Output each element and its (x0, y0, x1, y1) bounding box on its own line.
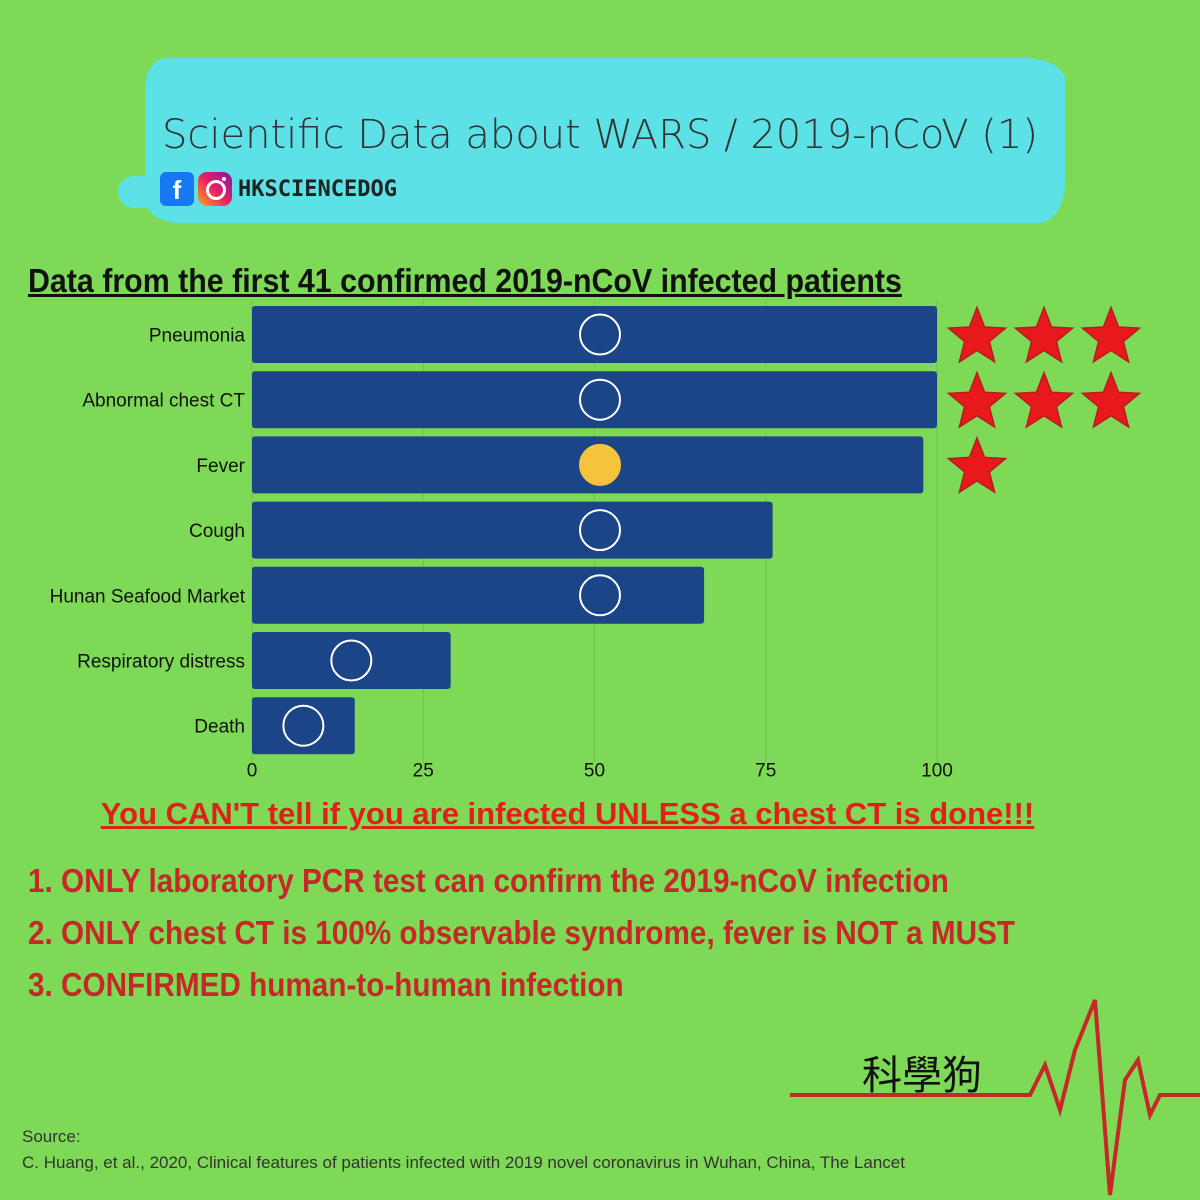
bar (252, 306, 937, 363)
lungs-icon-shape (579, 313, 621, 356)
category-label: Hunan Seafood Market (50, 586, 246, 607)
social-handle: f HKSCIENCEDOG (160, 172, 397, 206)
warning-text: You CAN'T tell if you are infected UNLES… (100, 796, 1035, 831)
point-3: 3. CONFIRMED human-to-human infection (28, 966, 624, 1003)
brand-name: 科學狗 (862, 1053, 982, 1099)
x-tick-label: 75 (755, 760, 776, 781)
handle-text: HKSCIENCEDOG (238, 176, 397, 202)
point-1: 1. ONLY laboratory PCR test can confirm … (28, 862, 949, 899)
bar (252, 566, 705, 624)
category-label: Pneumonia (149, 326, 246, 347)
masked-face-icon (579, 443, 621, 486)
category-label: Cough (189, 521, 245, 542)
instagram-icon[interactable] (198, 172, 232, 206)
category-label: Abnormal chest CT (82, 391, 245, 412)
inhaler-icon-shape (330, 639, 373, 682)
heartbeat-line-icon (790, 999, 1200, 1196)
x-tick-label: 0 (247, 760, 258, 781)
star-icon (1080, 305, 1142, 364)
page-title: Scientific Data about WARS / 2019-nCoV (… (162, 112, 1038, 158)
bar (252, 501, 773, 559)
star-icon (946, 370, 1008, 429)
star-icon (1013, 305, 1075, 364)
bar (252, 371, 937, 429)
star-icon (946, 305, 1008, 364)
category-label: Fever (196, 456, 245, 477)
people-group-icon (579, 574, 621, 617)
category-label: Respiratory distress (77, 652, 245, 673)
source-block: Source: C. Huang, et al., 2020, Clinical… (22, 1124, 905, 1176)
stethoscope-icon (579, 378, 621, 421)
bar-chart: Pneumonia Abnormal chest CT Fever Cough Huna… (50, 300, 1142, 781)
inhaler-icon (330, 639, 373, 682)
stethoscope-icon-shape (579, 378, 621, 421)
people-group-icon-shape (579, 574, 621, 617)
source-citation: C. Huang, et al., 2020, Clinical feature… (22, 1153, 905, 1172)
category-label: Death (194, 717, 245, 738)
bar (252, 697, 355, 755)
x-tick-label: 25 (413, 760, 434, 781)
x-tick-label: 100 (921, 760, 953, 781)
bar (252, 632, 451, 689)
masked-face-icon-shape (579, 443, 621, 486)
star-icon (946, 435, 1008, 494)
point-2: 2. ONLY chest CT is 100% observable synd… (28, 914, 1016, 951)
source-label: Source: (22, 1127, 81, 1146)
grave-icon-shape (282, 704, 325, 747)
lungs-icon (579, 313, 621, 356)
x-tick-label: 50 (584, 760, 605, 781)
chart-title: Data from the first 41 confirmed 2019-nC… (28, 262, 902, 299)
star-icon (1080, 370, 1142, 429)
key-points: 1. ONLY laboratory PCR test can confirm … (28, 855, 1015, 1011)
coughing-head-icon-shape (579, 509, 621, 552)
title-banner (145, 58, 1065, 223)
coughing-head-icon (579, 509, 621, 552)
facebook-icon[interactable]: f (160, 172, 194, 206)
star-icon (1013, 370, 1075, 429)
grave-icon (282, 704, 325, 747)
